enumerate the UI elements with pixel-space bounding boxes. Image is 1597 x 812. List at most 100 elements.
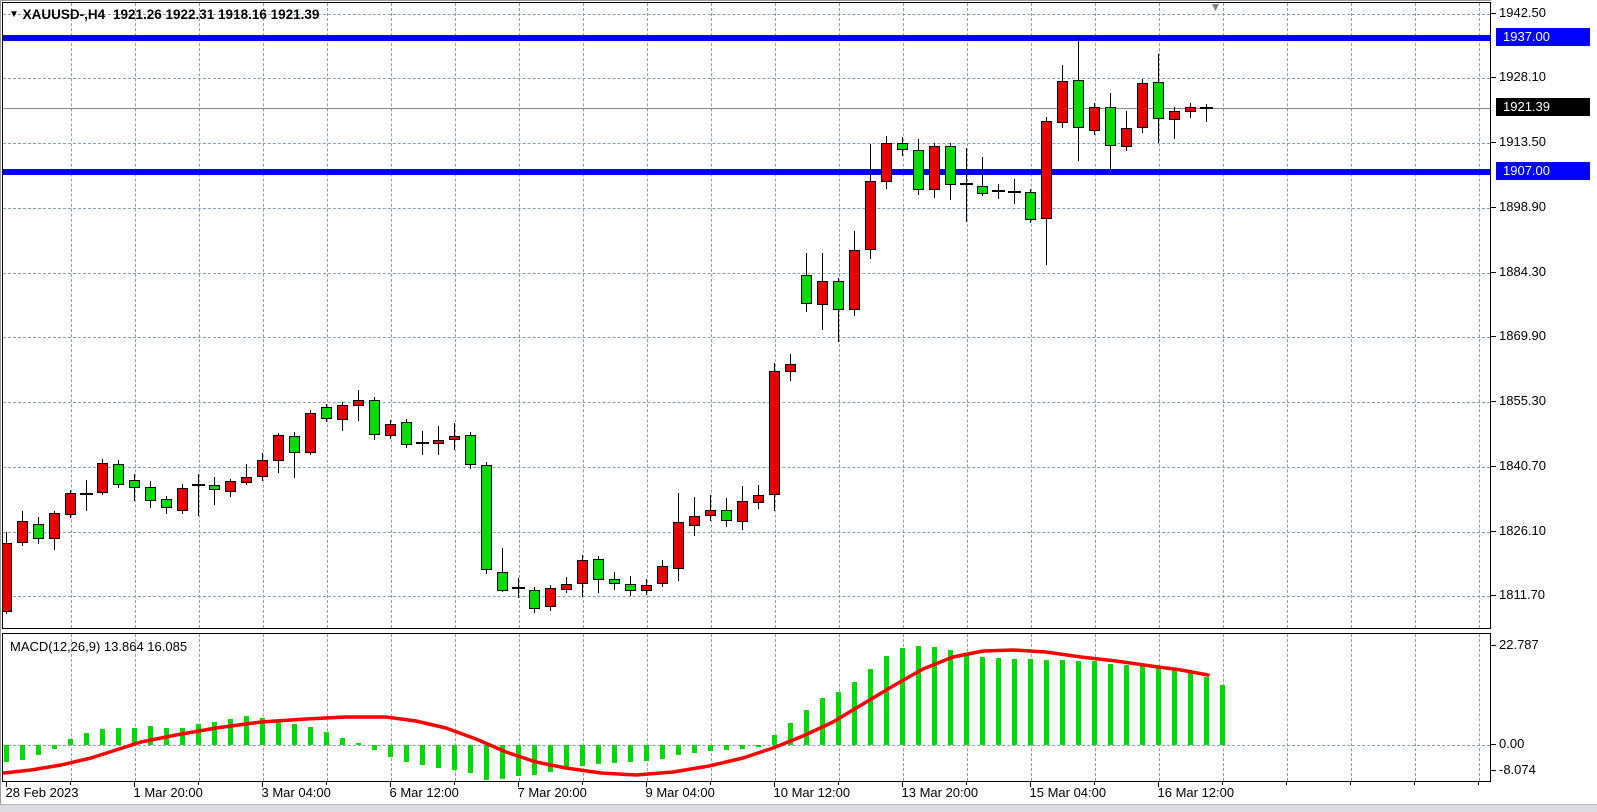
time-axis-minor-tick (1157, 782, 1159, 785)
candle-body (785, 364, 796, 372)
macd-histogram-bar (628, 745, 633, 762)
candle-body (657, 566, 668, 584)
macd-histogram-bar (1060, 660, 1065, 745)
macd-histogram-bar (308, 727, 313, 745)
macd-histogram-bar (276, 721, 281, 745)
time-axis-minor-tick (901, 782, 903, 785)
price-axis-tick (1491, 466, 1496, 467)
candle-body (321, 407, 332, 419)
vertical-gridline (198, 634, 200, 781)
price-axis-tick (1491, 142, 1496, 143)
candle-body (849, 250, 860, 310)
macd-histogram-bar (916, 646, 921, 745)
time-axis-label: 7 Mar 20:00 (517, 785, 587, 800)
macd-histogram-bar (484, 745, 489, 780)
vertical-gridline (262, 634, 264, 781)
bid-price-tag: 1921.39 (1496, 98, 1590, 116)
candle-body (545, 588, 556, 607)
candle-body (865, 181, 876, 250)
price-axis-label: 1826.10 (1499, 523, 1546, 538)
macd-histogram-bar (884, 656, 889, 745)
time-axis[interactable]: 28 Feb 2023 1 Mar 20:00 3 Mar 04:00 6 Mar 1… (2, 782, 1491, 804)
vertical-gridline (838, 3, 840, 628)
candle-body (305, 413, 316, 453)
candle-body (1153, 82, 1164, 119)
time-axis-minor-tick (1285, 782, 1287, 785)
price-axis-tick (1491, 336, 1496, 337)
macd-histogram-bar (1076, 661, 1081, 745)
time-axis-tick (5, 782, 7, 787)
time-axis-minor-tick (837, 782, 839, 785)
macd-histogram-bar (964, 655, 969, 745)
candle-body (497, 572, 508, 591)
time-axis-minor-tick (1093, 782, 1095, 785)
candle-body (129, 480, 140, 488)
candle-body (1057, 81, 1068, 123)
time-axis-minor-tick (517, 782, 519, 785)
candle-body (337, 405, 348, 420)
macd-histogram-bar (740, 745, 745, 749)
macd-histogram-bar (420, 745, 425, 765)
support-line[interactable] (3, 169, 1490, 175)
vertical-gridline (646, 3, 648, 628)
time-axis-minor-tick (1477, 782, 1479, 785)
candle-body (673, 522, 684, 569)
vertical-gridline (774, 3, 776, 628)
macd-histogram-bar (4, 745, 9, 762)
horizontal-gridline (3, 467, 1490, 468)
macd-histogram-bar (436, 745, 441, 768)
price-axis-label: 1884.30 (1499, 264, 1546, 279)
latest-bar-marker-icon[interactable]: ▼ (1209, 0, 1222, 14)
support-price-tag[interactable]: 1907.00 (1496, 162, 1590, 180)
vertical-gridline (1222, 3, 1224, 628)
macd-histogram-bar (1028, 659, 1033, 745)
macd-histogram-bar (468, 745, 473, 773)
macd-histogram-bar (84, 733, 89, 745)
price-axis-tick (1491, 531, 1496, 532)
vertical-gridline (134, 3, 136, 628)
candle-body (929, 146, 940, 190)
candle-wick (710, 495, 711, 521)
vertical-gridline (1350, 634, 1352, 781)
price-axis[interactable]: 1942.50 1928.10 1913.50 1898.90 1884.30 1869.… (1491, 0, 1597, 804)
horizontal-gridline (3, 273, 1490, 274)
horizontal-gridline (3, 14, 1490, 15)
macd-histogram-bar (1204, 677, 1209, 745)
macd-histogram-bar (1188, 673, 1193, 745)
candle-body (561, 584, 572, 590)
doji-candle-body (416, 442, 429, 444)
vertical-gridline (1158, 3, 1160, 628)
candle-body (353, 400, 364, 406)
macd-histogram-bar (20, 745, 25, 760)
candle-wick (214, 477, 215, 505)
vertical-gridline (326, 3, 328, 628)
vertical-gridline (518, 3, 520, 628)
resistance-price-tag[interactable]: 1937.00 (1496, 28, 1590, 46)
time-axis-minor-tick (197, 782, 199, 785)
candle-body (385, 424, 396, 436)
candle-body (609, 579, 620, 584)
macd-indicator-label: MACD(12,26,9) 13.864 16.085 (10, 639, 188, 654)
doji-candle-body (992, 190, 1005, 192)
macd-indicator-panel: MACD(12,26,9) 13.864 16.085 (2, 633, 1491, 782)
vertical-gridline (1350, 3, 1352, 628)
vertical-gridline (70, 3, 72, 628)
resistance-line[interactable] (3, 35, 1490, 41)
time-axis-minor-tick (581, 782, 583, 785)
macd-histogram-bar (932, 647, 937, 745)
time-axis-label: 6 Mar 12:00 (389, 785, 459, 800)
candle-body (369, 400, 380, 435)
macd-zero-line (3, 745, 1490, 746)
macd-histogram-bar (340, 738, 345, 745)
time-axis-minor-tick (261, 782, 263, 785)
macd-histogram-bar (516, 745, 521, 776)
vertical-gridline (454, 634, 456, 781)
candle-body (529, 590, 540, 609)
macd-axis-label: 22.787 (1499, 637, 1539, 652)
macd-histogram-bar (356, 743, 361, 745)
time-axis-label: 9 Mar 04:00 (645, 785, 715, 800)
vertical-gridline (710, 634, 712, 781)
candle-body (897, 143, 908, 150)
symbol-dropdown-icon[interactable]: ▼ (9, 9, 19, 20)
macd-histogram-bar (772, 735, 777, 745)
